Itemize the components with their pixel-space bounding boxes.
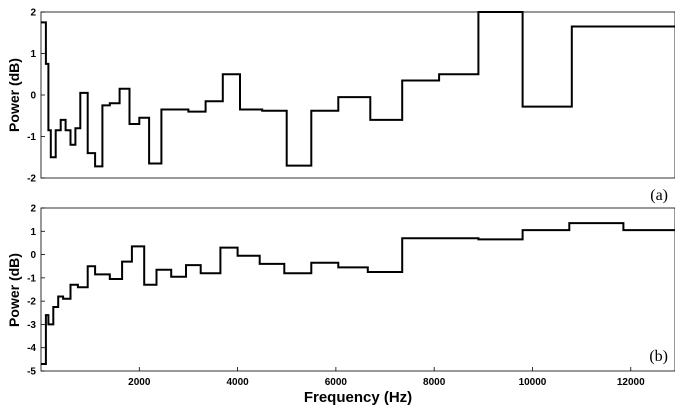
panel-a-y-tick-label: 0 — [30, 91, 36, 102]
panel-b: -5 -4 -3 -2 -1 0 1 2 2000 4000 6000 8000 10000 12000… — [6, 204, 675, 406]
panel-b-y-tick-label: -5 — [27, 367, 36, 378]
panel-b-x-tick-label: 4000 — [226, 377, 249, 388]
panel-b-x-ticks: 2000 4000 6000 8000 10000 12000 — [128, 367, 645, 388]
panel-b-y-tick-label: 1 — [30, 227, 36, 238]
panel-a-y-tick-label: -2 — [27, 174, 36, 185]
panel-b-x-tick-label: 2000 — [128, 377, 151, 388]
panel-b-y-tick-label: -2 — [27, 297, 36, 308]
panel-b-label: (b) — [649, 348, 668, 365]
panel-b-y-tick-label: -1 — [27, 273, 36, 284]
panel-b-y-tick-label: -4 — [27, 343, 36, 354]
panel-b-y-tick-label: 0 — [30, 250, 36, 261]
panel-b-plot-area — [40, 207, 675, 372]
panel-b-x-tick-label: 10000 — [519, 377, 547, 388]
panel-b-series-line — [41, 222, 675, 365]
panel-b-x-tick-label: 12000 — [617, 377, 645, 388]
panel-a-series-line — [41, 11, 675, 168]
panel-a-plot-area — [40, 11, 675, 179]
panel-a-y-tick-label: 2 — [30, 8, 36, 19]
panel-a-ylabel: Power (dB) — [6, 58, 22, 132]
panel-a-y-tick-label: 1 — [30, 49, 36, 60]
panel-b-y-tick-label: -3 — [27, 320, 36, 331]
panel-b-ylabel: Power (dB) — [6, 253, 22, 327]
panel-a-y-ticks: -2 -1 0 1 2 — [27, 8, 45, 185]
x-axis-label: Frequency (Hz) — [304, 389, 412, 406]
panel-b-x-tick-label: 6000 — [325, 377, 348, 388]
panel-b-y-ticks: -5 -4 -3 -2 -1 0 1 2 — [27, 204, 45, 378]
panel-b-x-tick-label: 8000 — [423, 377, 446, 388]
panel-a-label: (a) — [650, 187, 668, 204]
panel-b-y-tick-label: 2 — [30, 204, 36, 215]
panel-a-y-tick-label: -1 — [27, 132, 36, 143]
panel-a: -2 -1 0 1 2 Power (dB) (a) — [6, 8, 675, 204]
